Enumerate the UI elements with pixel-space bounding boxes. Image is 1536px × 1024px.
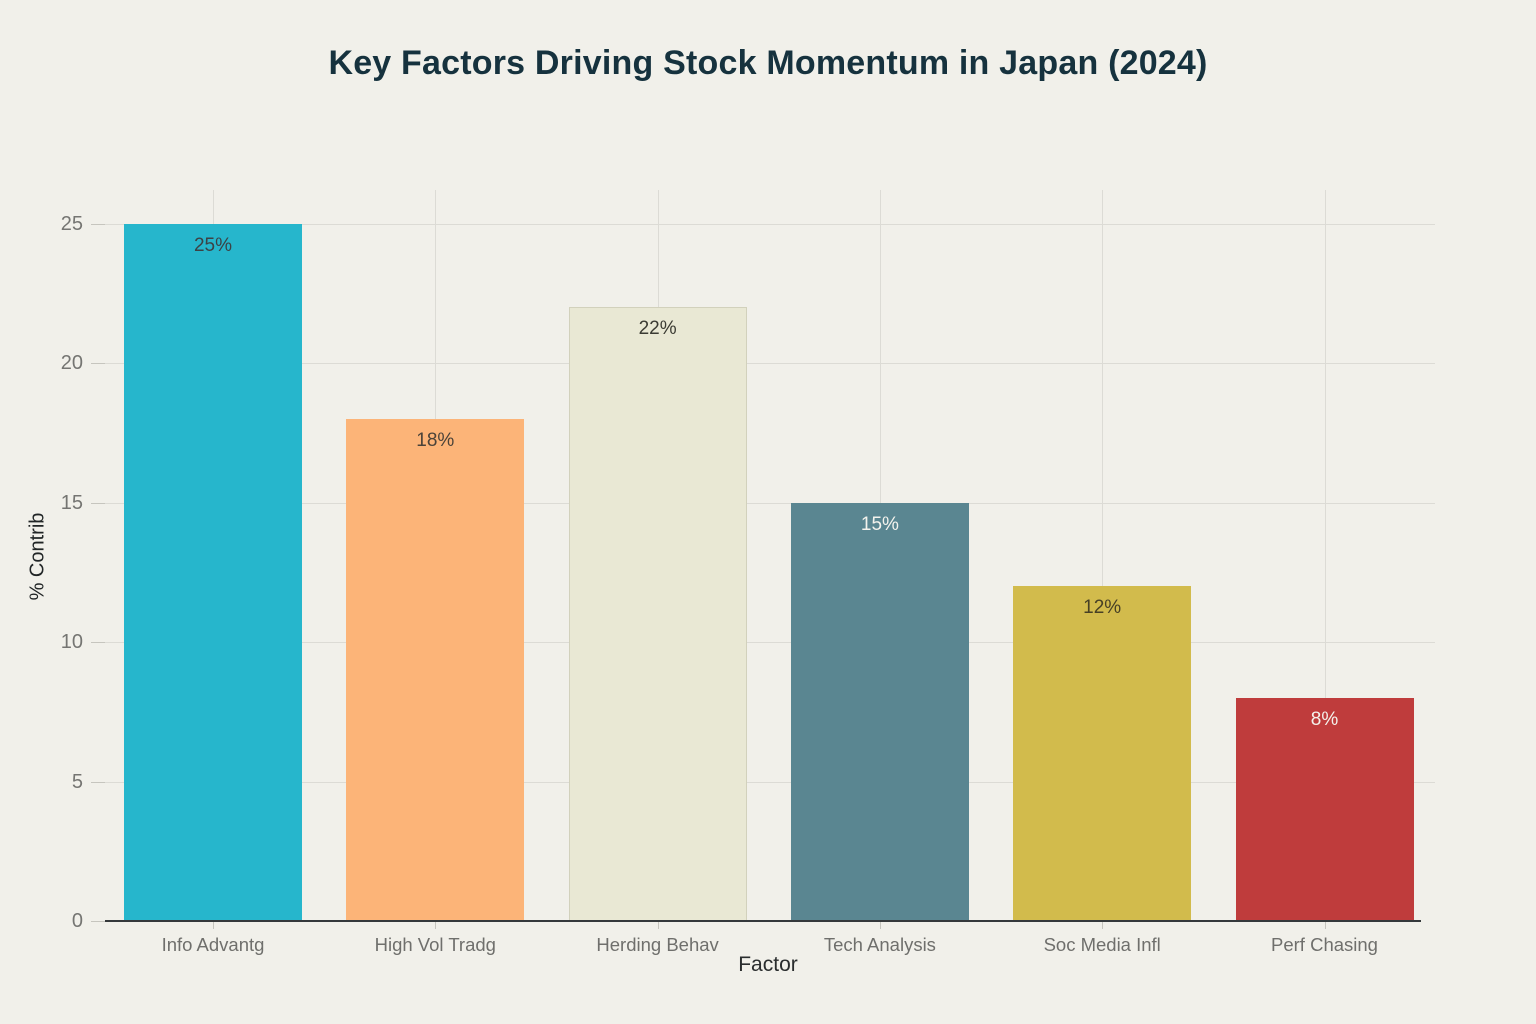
y-tick-label-15: 15 [60, 491, 83, 514]
gridline-h-10 [105, 642, 1435, 643]
x-tick-mark-soc-media-infl [1102, 921, 1104, 929]
bar-soc-media-infl[interactable] [1013, 586, 1192, 921]
y-tick-mark-10 [91, 642, 105, 643]
y-tick-mark-0 [91, 921, 105, 922]
y-tick-label-0: 0 [71, 910, 83, 932]
bar-high-vol-tradg[interactable] [346, 418, 525, 921]
gridline-v-soc-media-infl [1102, 190, 1104, 921]
x-tick-label-info-advantg: Info Advantg [161, 934, 265, 955]
y-axis-title: % Contrib [26, 512, 49, 601]
y-tick-label-5: 5 [71, 770, 83, 793]
bar-value-label-high-vol-tradg: 18% [416, 429, 455, 451]
x-tick-mark-info-advantg [213, 921, 214, 929]
x-tick-label-soc-media-infl: Soc Media Infl [1043, 934, 1161, 955]
chart-title: Key Factors Driving Stock Momentum in Ja… [328, 44, 1208, 82]
y-tick-mark-20 [91, 363, 105, 364]
x-tick-mark-perf-chasing [1324, 921, 1326, 929]
y-tick-mark-5 [91, 781, 105, 783]
y-tick-label-10: 10 [60, 631, 83, 653]
bar-perf-chasing[interactable] [1235, 697, 1414, 921]
bar-value-label-perf-chasing: 8% [1310, 708, 1339, 730]
y-tick-label-20: 20 [60, 352, 83, 374]
x-tick-mark-herding-behav [657, 921, 659, 929]
bar-value-label-info-advantg: 25% [193, 234, 233, 256]
bar-tech-analysis[interactable] [790, 502, 969, 921]
bar-value-label-soc-media-infl: 12% [1083, 597, 1122, 619]
gridline-v-perf-chasing [1324, 190, 1326, 921]
bar-value-label-tech-analysis: 15% [860, 513, 899, 535]
gridline-h-5 [105, 781, 1435, 783]
x-tick-label-perf-chasing: Perf Chasing [1271, 934, 1378, 955]
y-tick-mark-25 [91, 223, 105, 225]
x-tick-label-high-vol-tradg: High Vol Tradg [374, 934, 496, 955]
bar-herding-behav[interactable] [568, 307, 747, 921]
x-tick-mark-high-vol-tradg [435, 921, 437, 929]
bar-value-label-herding-behav: 22% [638, 318, 677, 340]
gridline-h-20 [105, 363, 1435, 364]
x-tick-label-tech-analysis: Tech Analysis [823, 934, 936, 955]
x-tick-mark-tech-analysis [879, 921, 881, 929]
gridline-h-25 [105, 223, 1435, 225]
y-tick-mark-15 [91, 502, 105, 504]
bar-info-advantg[interactable] [124, 223, 302, 921]
x-axis-line [105, 920, 1421, 922]
x-tick-label-herding-behav: Herding Behav [596, 934, 719, 955]
y-tick-label-25: 25 [60, 212, 83, 235]
gridline-h-15 [105, 502, 1435, 504]
x-axis-title: Factor [738, 953, 798, 976]
